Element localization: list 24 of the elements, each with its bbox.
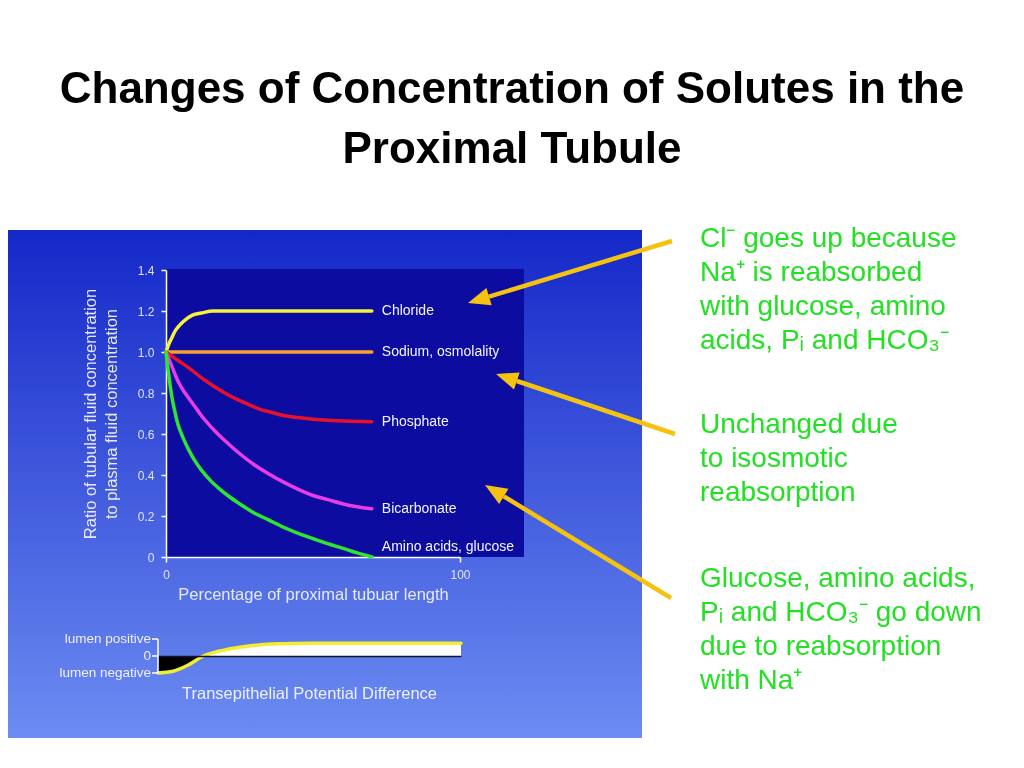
series-label: Phosphate (381, 412, 449, 429)
y-tick-label: 1.0 (137, 345, 155, 360)
chart-title: Changes of Concentration of Solutes in the Proximal Tubule (58, 62, 966, 174)
series-label: Amino acids, glucose (381, 538, 515, 554)
y-tick-label: 0.8 (137, 386, 155, 401)
series-label: Bicarbonate (381, 499, 457, 516)
text: Glucose, amino acids, Pᵢ and HCO₃⁻ go down due to reabsorption with Na⁺ (700, 561, 982, 697)
y-tick-label: 0.6 (137, 427, 155, 442)
x-tick-label: 100 (450, 567, 471, 582)
y-tick-label: 1.4 (137, 263, 155, 278)
text: lumen negative (59, 665, 151, 681)
text: lumen positive (64, 631, 151, 647)
y-tick-label: 0.2 (137, 509, 155, 524)
text: Transepithelial Potential Difference (182, 683, 437, 702)
series-label: Chloride (381, 302, 435, 318)
y-tick-label: 1.2 (137, 304, 155, 319)
text: Unchanged due to isosmotic reabsorption (700, 407, 898, 509)
series-label: Sodium, osmolality (381, 343, 500, 359)
y-tick-label: 0.4 (137, 468, 155, 483)
text: Cl⁻ goes up because Na⁺ is reabsorbed with glucose, amino acids, Pᵢ and HCO₃⁻ (700, 221, 957, 357)
y-axis-title: Ratio of tubular fluid concentration to plasma fluid concentration (80, 288, 120, 540)
y-tick-label: 0 (147, 550, 155, 565)
x-axis-title: Percentage of proximal tubuar length (178, 584, 449, 603)
line-series (164, 350, 374, 559)
